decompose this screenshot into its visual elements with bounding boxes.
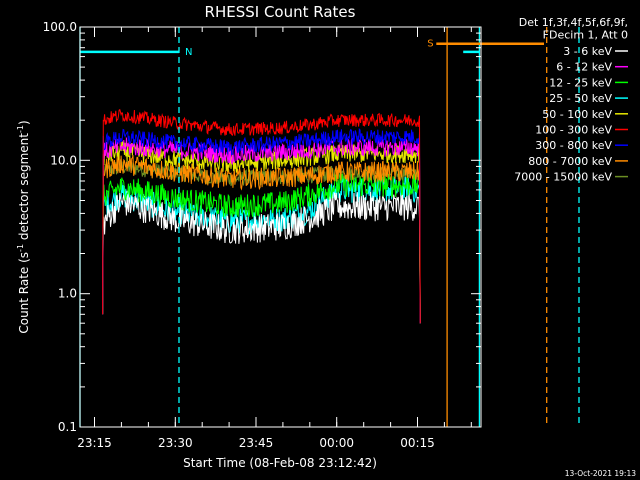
legend-header-line: FDecim 1, Att 0 <box>543 29 628 42</box>
legend-label-3-6kev: 3 - 6 keV <box>563 45 612 58</box>
y-axis: 0.1 1.0 10.0 100.0 <box>43 20 481 434</box>
legend: Det 1f,3f,4f,5f,6f,9f,FDecim 1, Att 0 3 -… <box>514 16 628 184</box>
x-tick-label: 23:45 <box>239 436 274 450</box>
series-line-800-7000kev <box>102 153 421 324</box>
series-line-100-300kev <box>102 108 421 324</box>
y-tick-label: 100.0 <box>43 20 77 34</box>
series-line-12-25kev <box>102 173 421 324</box>
legend-label-50-100kev: 50 - 100 keV <box>542 108 612 121</box>
night-bar-label: N <box>185 47 192 58</box>
y-axis-label-exp1: -1 <box>16 244 25 252</box>
overlay-markers: NS <box>79 27 580 427</box>
y-tick-label: 1.0 <box>58 287 77 301</box>
legend-label-7000-15000kev: 7000 - 15000 keV <box>514 171 612 184</box>
y-tick-label: 10.0 <box>50 153 77 167</box>
plot-frame <box>79 26 482 428</box>
series-line-300-800kev <box>102 128 421 324</box>
legend-label-12-25kev: 12 - 25 keV <box>549 76 612 89</box>
legend-label-100-300kev: 100 - 300 keV <box>535 124 612 137</box>
x-tick-label: 23:15 <box>77 436 112 450</box>
x-tick-label: 00:15 <box>400 436 435 450</box>
footer-timestamp: 13-Oct-2021 19:13 <box>565 469 636 478</box>
legend-label-6-12kev: 6 - 12 keV <box>556 61 612 74</box>
series-line-50-100kev <box>102 141 421 324</box>
x-tick-label: 23:30 <box>158 436 193 450</box>
y-tick-label: 0.1 <box>58 420 77 434</box>
x-tick-label: 00:00 <box>319 436 354 450</box>
y-axis-label-middle: detector segment <box>17 133 31 244</box>
legend-label-800-7000kev: 800 - 7000 keV <box>528 155 612 168</box>
saa-bar-label: S <box>427 39 433 50</box>
series-line-3-6kev <box>102 190 421 324</box>
x-axis: 23:15 23:30 23:45 00:00 00:15 <box>77 27 472 450</box>
y-axis-label-start: Count Rate (s <box>17 252 31 334</box>
data-lines <box>102 108 421 324</box>
series-line-6-12kev <box>102 137 421 324</box>
y-axis-label: Count Rate (s-1 detector segment-1) <box>16 120 31 333</box>
x-axis-label: Start Time (08-Feb-08 23:12:42) <box>183 456 377 470</box>
legend-label-25-50kev: 25 - 50 keV <box>549 92 612 105</box>
y-axis-label-exp2: -1 <box>16 125 25 133</box>
legend-header-line: Det 1f,3f,4f,5f,6f,9f, <box>519 16 628 29</box>
legend-label-300-800kev: 300 - 800 keV <box>535 139 612 152</box>
chart-title: RHESSI Count Rates <box>205 3 356 21</box>
y-axis-label-end: ) <box>17 120 31 125</box>
